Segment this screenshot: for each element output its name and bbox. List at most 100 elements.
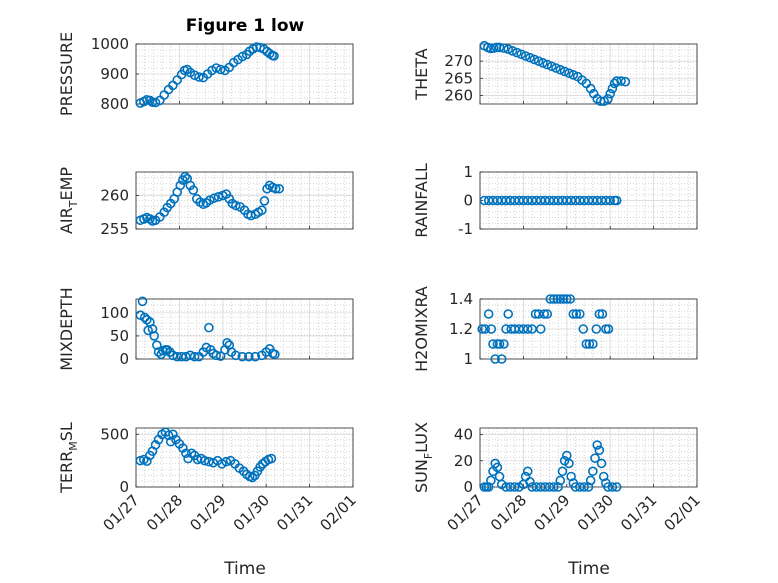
data-point bbox=[492, 462, 503, 473]
data-point bbox=[180, 171, 190, 182]
data-point bbox=[231, 200, 241, 211]
data-point bbox=[185, 350, 196, 361]
data-point bbox=[182, 64, 193, 75]
y-tick-label: 500 bbox=[100, 425, 129, 443]
data-point bbox=[480, 324, 491, 334]
x-tick-label: 01/27 bbox=[444, 491, 487, 534]
data-point bbox=[194, 72, 204, 82]
y-tick-label: 1000 bbox=[91, 35, 129, 53]
y-tick-label: 1 bbox=[463, 350, 473, 368]
data-point bbox=[244, 351, 254, 362]
data-point bbox=[231, 350, 241, 361]
data-point bbox=[545, 294, 556, 304]
data-point bbox=[538, 58, 548, 68]
y-tick-label: 20 bbox=[454, 452, 473, 470]
x-tick-label: 01/29 bbox=[186, 491, 229, 534]
y-tick-label: 255 bbox=[100, 220, 129, 238]
data-point bbox=[274, 183, 285, 194]
x-tick-label: 01/31 bbox=[617, 491, 660, 534]
data-point bbox=[611, 482, 622, 492]
data-point bbox=[583, 482, 594, 492]
data-point bbox=[594, 309, 605, 319]
data-point bbox=[250, 351, 261, 362]
data-point bbox=[488, 339, 498, 349]
data-point bbox=[578, 324, 589, 334]
y-tick-label: 40 bbox=[454, 426, 473, 444]
data-point bbox=[565, 294, 576, 304]
y-tick-label: 0 bbox=[463, 192, 473, 210]
data-point bbox=[247, 472, 258, 483]
data-point bbox=[181, 448, 191, 459]
data-point bbox=[579, 482, 589, 492]
data-point bbox=[215, 351, 226, 362]
y-tick-label: 50 bbox=[110, 327, 129, 345]
data-point bbox=[566, 471, 576, 482]
data-point bbox=[571, 309, 582, 319]
data-point bbox=[557, 466, 568, 477]
y-tick-label: 900 bbox=[100, 65, 129, 83]
x-tick-label: 01/31 bbox=[273, 491, 316, 534]
data-point bbox=[189, 351, 200, 362]
data-point bbox=[175, 180, 186, 191]
axes-box bbox=[479, 43, 698, 105]
y-axis-label: SUNFLUX bbox=[412, 422, 435, 493]
data-point bbox=[529, 54, 540, 65]
data-point bbox=[486, 324, 497, 334]
x-tick-label: 01/29 bbox=[530, 491, 573, 534]
x-tick-label: 01/28 bbox=[143, 491, 186, 534]
data-point bbox=[535, 324, 546, 334]
data-point bbox=[552, 294, 563, 304]
data-point bbox=[605, 195, 616, 206]
x-tick-label: 01/27 bbox=[100, 491, 143, 534]
y-tick-label: 800 bbox=[100, 95, 129, 113]
data-point bbox=[553, 482, 563, 492]
subplot-pressure: 800 900 1000 PRESSURE bbox=[57, 32, 354, 116]
data-point bbox=[499, 43, 509, 53]
data-point bbox=[211, 63, 222, 73]
data-point bbox=[558, 294, 569, 304]
axes-box bbox=[135, 171, 354, 230]
data-point bbox=[542, 59, 553, 70]
data-point bbox=[512, 47, 522, 58]
data-point bbox=[503, 44, 514, 54]
data-point bbox=[494, 42, 505, 53]
y-axis-label: PRESSURE bbox=[57, 32, 76, 116]
data-point bbox=[568, 309, 579, 319]
data-point bbox=[163, 430, 174, 441]
x-axis-label-left: Time bbox=[223, 559, 266, 579]
x-tick-label: 02/01 bbox=[661, 491, 704, 534]
data-point bbox=[588, 339, 598, 349]
y-tick-label: 260 bbox=[444, 86, 473, 104]
data-point bbox=[486, 475, 496, 486]
x-tick-label: 02/01 bbox=[317, 491, 360, 534]
data-point bbox=[257, 205, 267, 216]
data-point bbox=[188, 185, 199, 195]
y-axis-label: RAINFALL bbox=[412, 163, 431, 238]
data-point bbox=[520, 51, 531, 61]
y-tick-label: 0 bbox=[463, 478, 473, 496]
data-point bbox=[503, 309, 514, 319]
data-point bbox=[150, 440, 161, 450]
x-tick-label: 01/30 bbox=[574, 491, 617, 534]
data-point bbox=[149, 331, 160, 341]
data-point bbox=[215, 64, 226, 75]
data-point bbox=[137, 296, 148, 307]
y-tick-label: 100 bbox=[100, 304, 129, 322]
data-point bbox=[620, 76, 631, 87]
data-point bbox=[555, 294, 566, 304]
figure-title: Figure 1 low bbox=[186, 16, 305, 36]
y-tick-label: 1 bbox=[463, 163, 473, 181]
y-axis-label: TERRMSL bbox=[57, 422, 80, 494]
subplot-air_temp: 255 260 AIRTEMP bbox=[57, 167, 354, 238]
data-point bbox=[499, 339, 509, 349]
data-point bbox=[584, 339, 595, 349]
y-tick-label: 0 bbox=[119, 478, 129, 496]
data-point bbox=[477, 324, 487, 334]
axes-box bbox=[135, 427, 354, 488]
data-point bbox=[204, 322, 214, 333]
data-point bbox=[168, 429, 178, 440]
axes-box bbox=[135, 43, 354, 105]
x-axis-label-right: Time bbox=[567, 559, 610, 579]
subplot-terr_msl: 01/27 01/28 01/29 01/30 01/31 02/01 0 500 TERRMS… bbox=[57, 422, 360, 534]
